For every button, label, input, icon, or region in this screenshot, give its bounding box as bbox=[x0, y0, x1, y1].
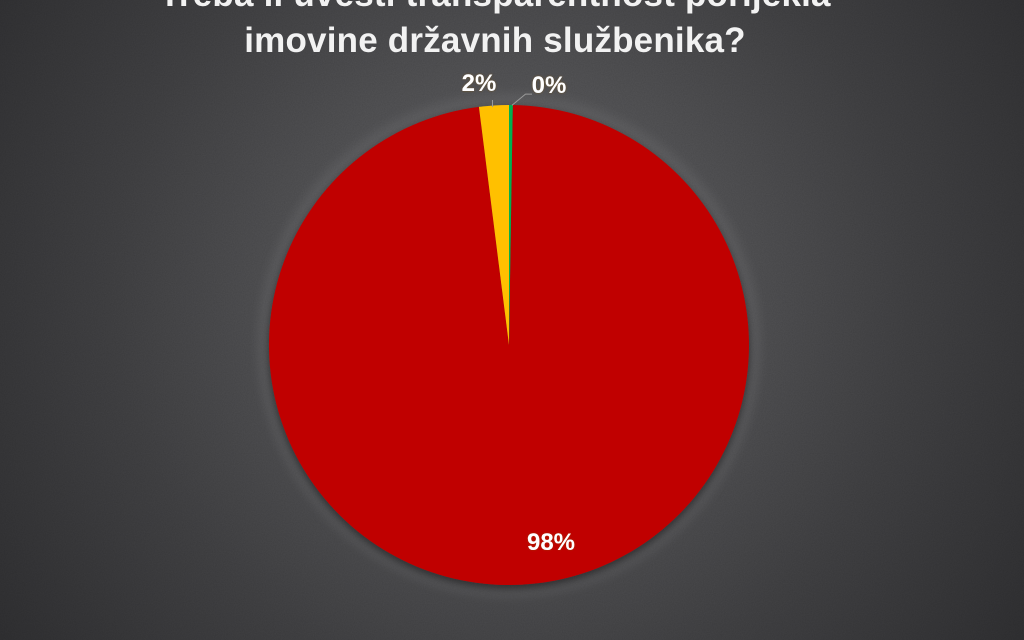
svg-text:2%: 2% bbox=[462, 70, 497, 97]
svg-text:0%: 0% bbox=[532, 72, 567, 99]
svg-text:98%: 98% bbox=[527, 529, 575, 556]
